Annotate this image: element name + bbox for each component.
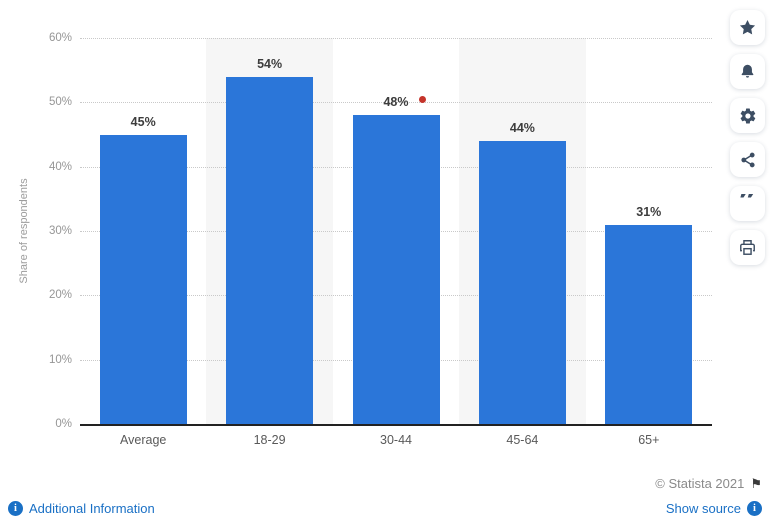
print-button[interactable] [730, 230, 765, 265]
bar[interactable] [99, 134, 187, 424]
copyright: © Statista 2021 ⚑ [655, 476, 762, 491]
chart-toolbar: ” [730, 10, 765, 274]
star-icon [739, 19, 756, 35]
y-axis-tick-label: 10% [48, 353, 72, 366]
notifications-button[interactable] [730, 54, 765, 89]
quote-icon: ” [737, 193, 758, 214]
bar-value-label: 48% [383, 95, 409, 110]
gridline [80, 102, 712, 104]
share-icon [740, 152, 755, 167]
bar[interactable] [605, 224, 693, 424]
bar-value-label: 45% [130, 114, 156, 129]
y-axis-tick-label: 20% [48, 289, 72, 302]
x-axis-category-label: 30-44 [380, 433, 412, 447]
y-axis-tick-label: 40% [48, 160, 72, 173]
x-axis-category-label: 45-64 [506, 433, 539, 447]
x-axis-category-label: Average [120, 433, 167, 447]
info-icon: i [747, 501, 762, 516]
red-cursor-marker [419, 96, 426, 103]
x-axis-category-label: 18-29 [253, 433, 286, 447]
bar-value-label: 54% [257, 56, 283, 71]
bar-value-label: 44% [509, 120, 535, 135]
y-axis-tick-label: 30% [48, 225, 72, 237]
x-axis-category-label: 65+ [638, 433, 660, 447]
bar[interactable] [226, 76, 314, 424]
y-axis-tick-label: 0% [55, 418, 72, 430]
gear-icon [740, 107, 755, 124]
cite-button[interactable]: ” [730, 186, 765, 221]
show-source-label: Show source [665, 501, 741, 516]
bell-icon [741, 64, 754, 78]
bar[interactable] [478, 140, 566, 424]
share-button[interactable] [730, 142, 765, 177]
show-source-link[interactable]: Show source i [666, 501, 762, 516]
y-axis-tick-label: 60% [48, 32, 72, 44]
additional-information-link[interactable]: i Additional Information [8, 501, 155, 516]
y-axis-tick-label: 50% [48, 96, 72, 109]
settings-button[interactable] [730, 98, 765, 133]
flag-icon: ⚑ [750, 476, 762, 491]
gridline [80, 38, 712, 39]
favorite-button[interactable] [730, 10, 765, 45]
bar[interactable] [352, 115, 440, 424]
copyright-text: © Statista 2021 [655, 476, 745, 491]
printer-icon [740, 240, 755, 255]
plot-area: 45% 54% 48% 44% 31% [80, 38, 712, 426]
bar-value-label: 31% [636, 204, 662, 219]
info-icon: i [8, 501, 23, 516]
additional-information-label: Additional Information [29, 501, 155, 516]
